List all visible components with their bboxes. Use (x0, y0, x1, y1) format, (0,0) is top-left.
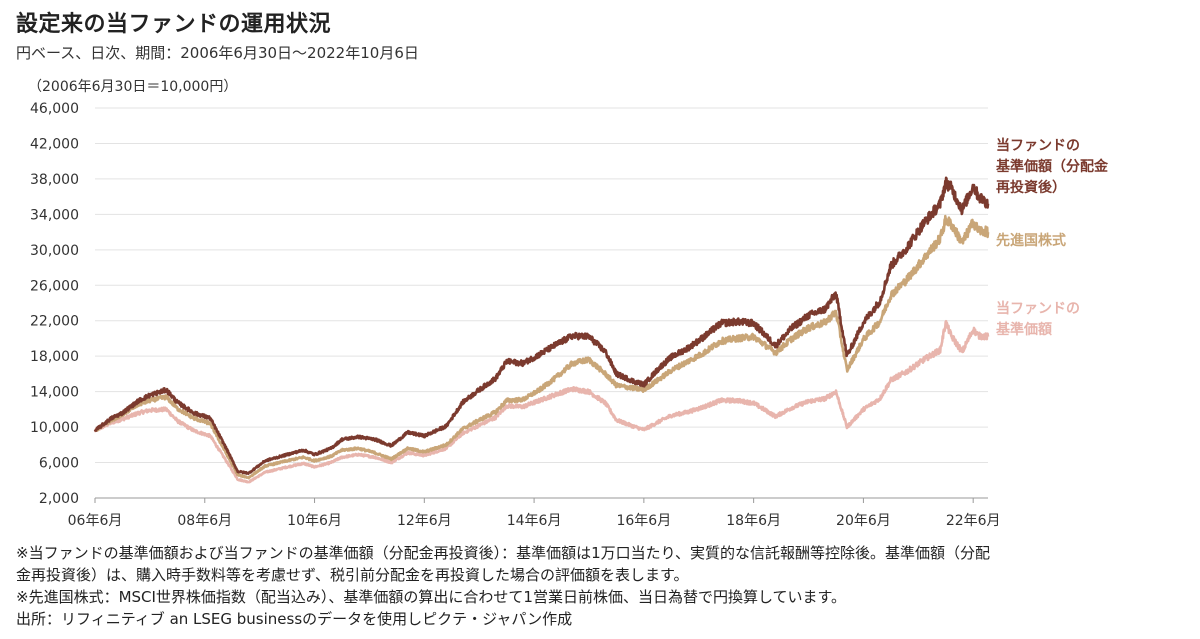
x-tick-label: 18年6月 (726, 513, 781, 529)
legend-label: 基準価額（分配金 (996, 158, 1109, 175)
footnote-line: 金再投資後）は、購入時手数料等を考慮せず、税引前分配金を再投資した場合の評価額を… (16, 566, 689, 584)
chart-subtitle: 円ベース、日次、期間：2006年6月30日～2022年10月6日 (16, 44, 419, 62)
x-tick-label: 16年6月 (616, 513, 671, 529)
y-tick-label: 14,000 (30, 385, 79, 401)
x-tick-label: 08年6月 (177, 513, 232, 529)
y-tick-label: 18,000 (30, 349, 79, 365)
y-tick-label: 30,000 (30, 243, 79, 259)
grid-lines (95, 107, 988, 464)
x-tick-label: 10年6月 (287, 513, 342, 529)
x-tick-label: 20年6月 (836, 513, 891, 529)
y-tick-label: 38,000 (30, 172, 79, 188)
y-axis-ticks: 2,000 6,000 10,000 14,000 18,000 22,000 26,000… (30, 101, 79, 507)
y-tick-label: 6,000 (39, 456, 79, 472)
legend-label: 基準価額 (996, 321, 1052, 338)
x-tick-label: 06年6月 (68, 513, 123, 529)
y-tick-label: 2,000 (39, 491, 79, 507)
y-tick-label: 46,000 (30, 101, 79, 117)
y-tick-label: 22,000 (30, 314, 79, 330)
base-value-note: （2006年6月30日＝10,000円） (28, 79, 238, 95)
y-tick-label: 26,000 (30, 278, 79, 294)
x-tick-label: 12年6月 (397, 513, 452, 529)
y-tick-label: 34,000 (30, 207, 79, 223)
line-chart: 2,000 6,000 10,000 14,000 18,000 22,000 26,000… (30, 101, 1109, 529)
x-tick-label: 22年6月 (946, 513, 1001, 529)
footnote-line: ※当ファンドの基準価額および当ファンドの基準価額（分配金再投資後）：基準価額は1… (16, 544, 991, 562)
legend-label: 再投資後） (996, 179, 1066, 196)
series-line (93, 176, 990, 475)
legend-label: 当ファンドの (996, 137, 1080, 154)
legend-label: 先進国株式 (996, 232, 1066, 249)
footnote-line: ※先進国株式：MSCI世界株価指数（配当込み）、基準価額の算出に合わせて1営業日… (16, 588, 847, 606)
series-line (93, 319, 990, 484)
series-line (94, 214, 990, 480)
footnotes: ※当ファンドの基準価額および当ファンドの基準価額（分配金再投資後）：基準価額は1… (16, 542, 1186, 630)
y-tick-label: 10,000 (30, 420, 79, 436)
x-tick-label: 14年6月 (507, 513, 562, 529)
legend-label: 当ファンドの (996, 300, 1080, 317)
x-axis-ticks: 06年6月 08年6月 10年6月 12年6月 14年6月 16年6月 18年6月 20年6月… (68, 498, 1001, 529)
footnote-line: 出所：リフィニティブ an LSEG businessのデータを使用しピクテ・ジ… (16, 610, 573, 628)
series-lines (93, 176, 990, 484)
y-tick-label: 42,000 (30, 136, 79, 152)
chart-title: 設定来の当ファンドの運用状況 (16, 12, 332, 37)
